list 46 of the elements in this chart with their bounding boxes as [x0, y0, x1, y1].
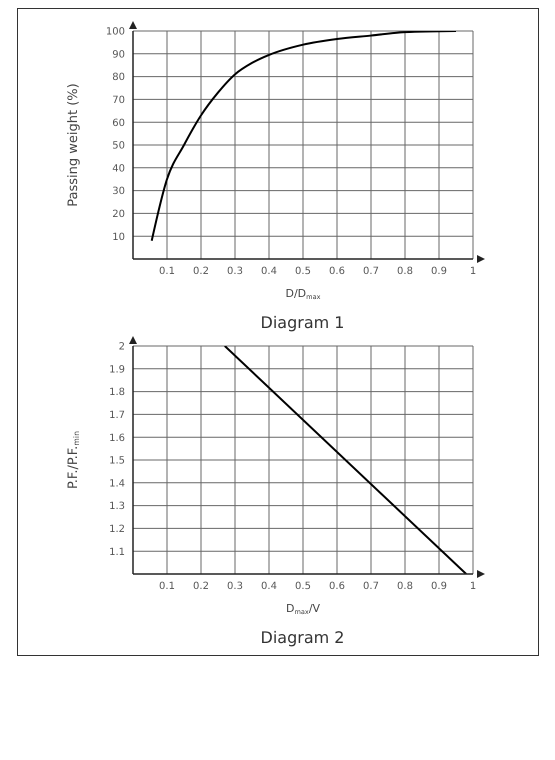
x-tick-label: 0.1	[158, 581, 174, 592]
y-tick-label: 50	[112, 140, 124, 152]
y-tick-label: 40	[112, 163, 124, 174]
y-tick-label: 1.5	[108, 456, 124, 467]
x-tick-label: 0.9	[430, 581, 446, 592]
x-tick-label: 0.8	[396, 581, 412, 592]
x-tick-label: 0.1	[158, 266, 174, 278]
x-tick-label: 0.5	[294, 266, 310, 278]
y-tick-label: 100	[105, 26, 124, 38]
x-tick-label: 0.4	[260, 581, 276, 592]
y-tick-label: 1.3	[108, 501, 124, 512]
y-tick-label: 30	[112, 186, 124, 198]
y-tick-label: 70	[112, 94, 124, 106]
y-tick-label: 2	[118, 342, 124, 353]
text: Diagram 1	[260, 313, 346, 332]
y-tick-label: 1.4	[108, 478, 124, 490]
y-axis-title: Passing weight (%)	[66, 83, 80, 207]
x-axis-title: D/D$_{max}$	[284, 287, 320, 302]
x-tick-label: 0.2	[192, 581, 208, 592]
y-tick-label: 1.1	[108, 546, 124, 558]
x-tick-label: 0.2	[192, 266, 208, 278]
x-tick-label: 0.6	[328, 581, 344, 592]
y-tick-label: 60	[112, 118, 124, 129]
x-tick-label: 0.7	[362, 266, 378, 278]
x-tick-label: 1	[469, 581, 476, 592]
y-tick-label: 1.8	[108, 387, 124, 398]
x-axis-title: D$_{max}$/V	[285, 602, 320, 616]
x-tick-label: 0.5	[294, 581, 310, 592]
y-tick-label: 1.6	[108, 432, 124, 444]
x-tick-label: 0.4	[260, 266, 276, 278]
y-tick-label: 1.9	[108, 364, 124, 376]
x-tick-label: 0.3	[226, 581, 242, 592]
y-tick-label: 1.2	[108, 524, 124, 535]
text: Diagram 2	[260, 628, 346, 647]
line-series	[150, 31, 456, 242]
y-tick-label: 10	[112, 232, 124, 243]
y-tick-label: 1.7	[108, 410, 124, 421]
x-tick-label: 0.7	[362, 581, 378, 592]
y-tick-label: 90	[112, 49, 124, 60]
x-tick-label: 0.3	[226, 266, 242, 278]
y-tick-label: 20	[112, 208, 124, 220]
x-tick-label: 1	[469, 266, 476, 278]
y-tick-label: 80	[112, 72, 124, 84]
x-tick-label: 0.8	[396, 266, 412, 278]
x-tick-label: 0.6	[328, 266, 344, 278]
x-tick-label: 0.9	[430, 266, 446, 278]
